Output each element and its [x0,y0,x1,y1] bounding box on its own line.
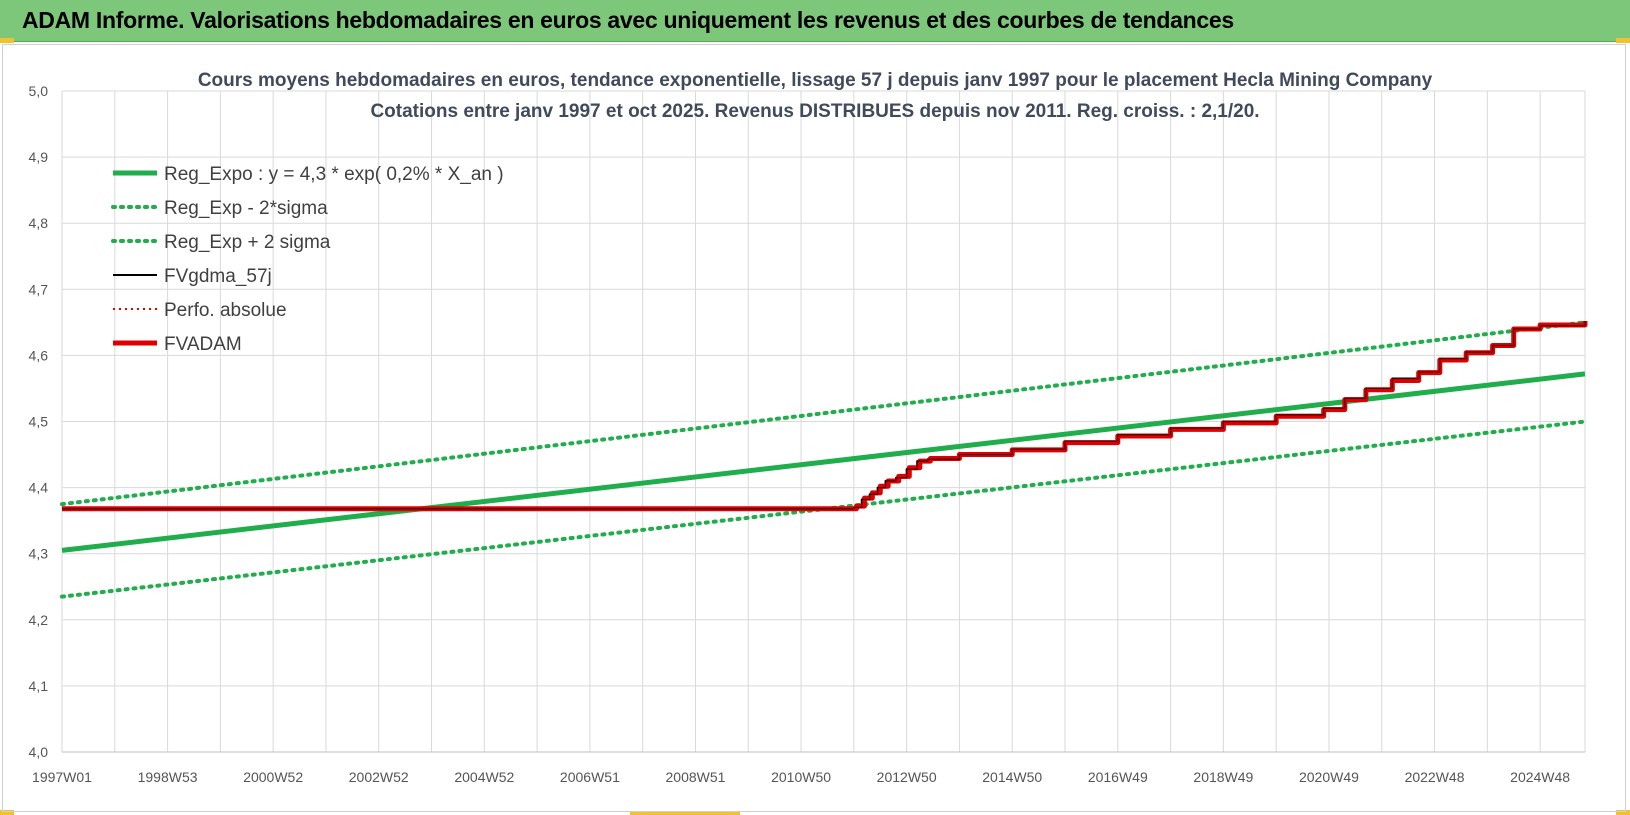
chart-title: Cours moyens hebdomadaires en euros, ten… [198,70,1433,122]
series-reg-expo [61,371,1586,553]
y-tick-label: 4,9 [29,149,49,165]
x-tick-label: 2006W51 [560,769,620,785]
y-tick-label: 4,8 [29,215,49,231]
chart-title-line: Cours moyens hebdomadaires en euros, ten… [198,70,1433,91]
y-tick-label: 4,1 [29,678,49,694]
legend-label: FVADAM [164,334,242,355]
x-tick-label: 2022W48 [1405,769,1465,785]
y-tick-label: 4,6 [29,347,49,363]
corner-accent-bottom-right [1616,810,1630,815]
y-tick-label: 4,5 [29,414,49,430]
series-fvadam [62,321,1588,512]
y-tick-label: 5,0 [29,83,49,99]
legend-label: FVgdma_57j [164,266,272,287]
corner-accent-right [1616,38,1630,43]
x-tick-label: 2012W50 [877,769,937,785]
y-tick-label: 4,0 [29,744,49,760]
x-tick-label: 2020W49 [1299,769,1359,785]
x-tick-label: 2024W48 [1510,769,1570,785]
y-tick-label: 4,7 [29,281,49,297]
axes: 4,0 4,1 4,2 4,3 4,4 4,5 4,6 4,7 4,8 4,9 5,0 1997W01… [29,83,1585,785]
x-tick-label: 2016W49 [1088,769,1148,785]
legend-label: Reg_Expo : y = 4,3 * exp( 0,2% * X_an ) [164,164,504,185]
y-tick-label: 4,3 [29,546,49,562]
x-tick-label: 2010W50 [771,769,831,785]
x-tick-label: 2004W52 [454,769,514,785]
y-tick-label: 4,2 [29,612,49,628]
series-fvgdma-57j-overlay [62,321,1586,510]
x-tick-label: 2002W52 [349,769,409,785]
legend-label: Reg_Exp - 2*sigma [164,198,328,219]
legend-label: Reg_Exp + 2 sigma [164,232,331,253]
chart-title-line: Cotations entre janv 1997 et oct 2025. R… [370,101,1259,122]
y-tick-label: 4,4 [29,480,49,496]
x-tick-label: 1998W53 [138,769,198,785]
x-tick-label: 2018W49 [1193,769,1253,785]
series-layer [60,320,1588,599]
corner-accent-bottom-left [0,810,14,815]
banner-title: ADAM Informe. Valorisations hebdomadaire… [22,7,1234,33]
grid-lines [61,90,1586,753]
series-reg-plus-2sigma [60,320,1587,507]
corner-accent-left [0,38,14,43]
legend-label: Perfo. absolue [164,300,287,321]
bottom-accent-mid [630,811,740,815]
x-tick-label: 2000W52 [243,769,303,785]
x-tick-label: 2014W50 [982,769,1042,785]
chart-frame [2,44,1626,812]
x-tick-label: 1997W01 [32,769,92,785]
legend: Reg_Expo : y = 4,3 * exp( 0,2% * X_an ) R… [111,164,504,355]
x-tick-label: 2008W51 [666,769,726,785]
report-banner: ADAM Informe. Valorisations hebdomadaire… [0,0,1630,42]
